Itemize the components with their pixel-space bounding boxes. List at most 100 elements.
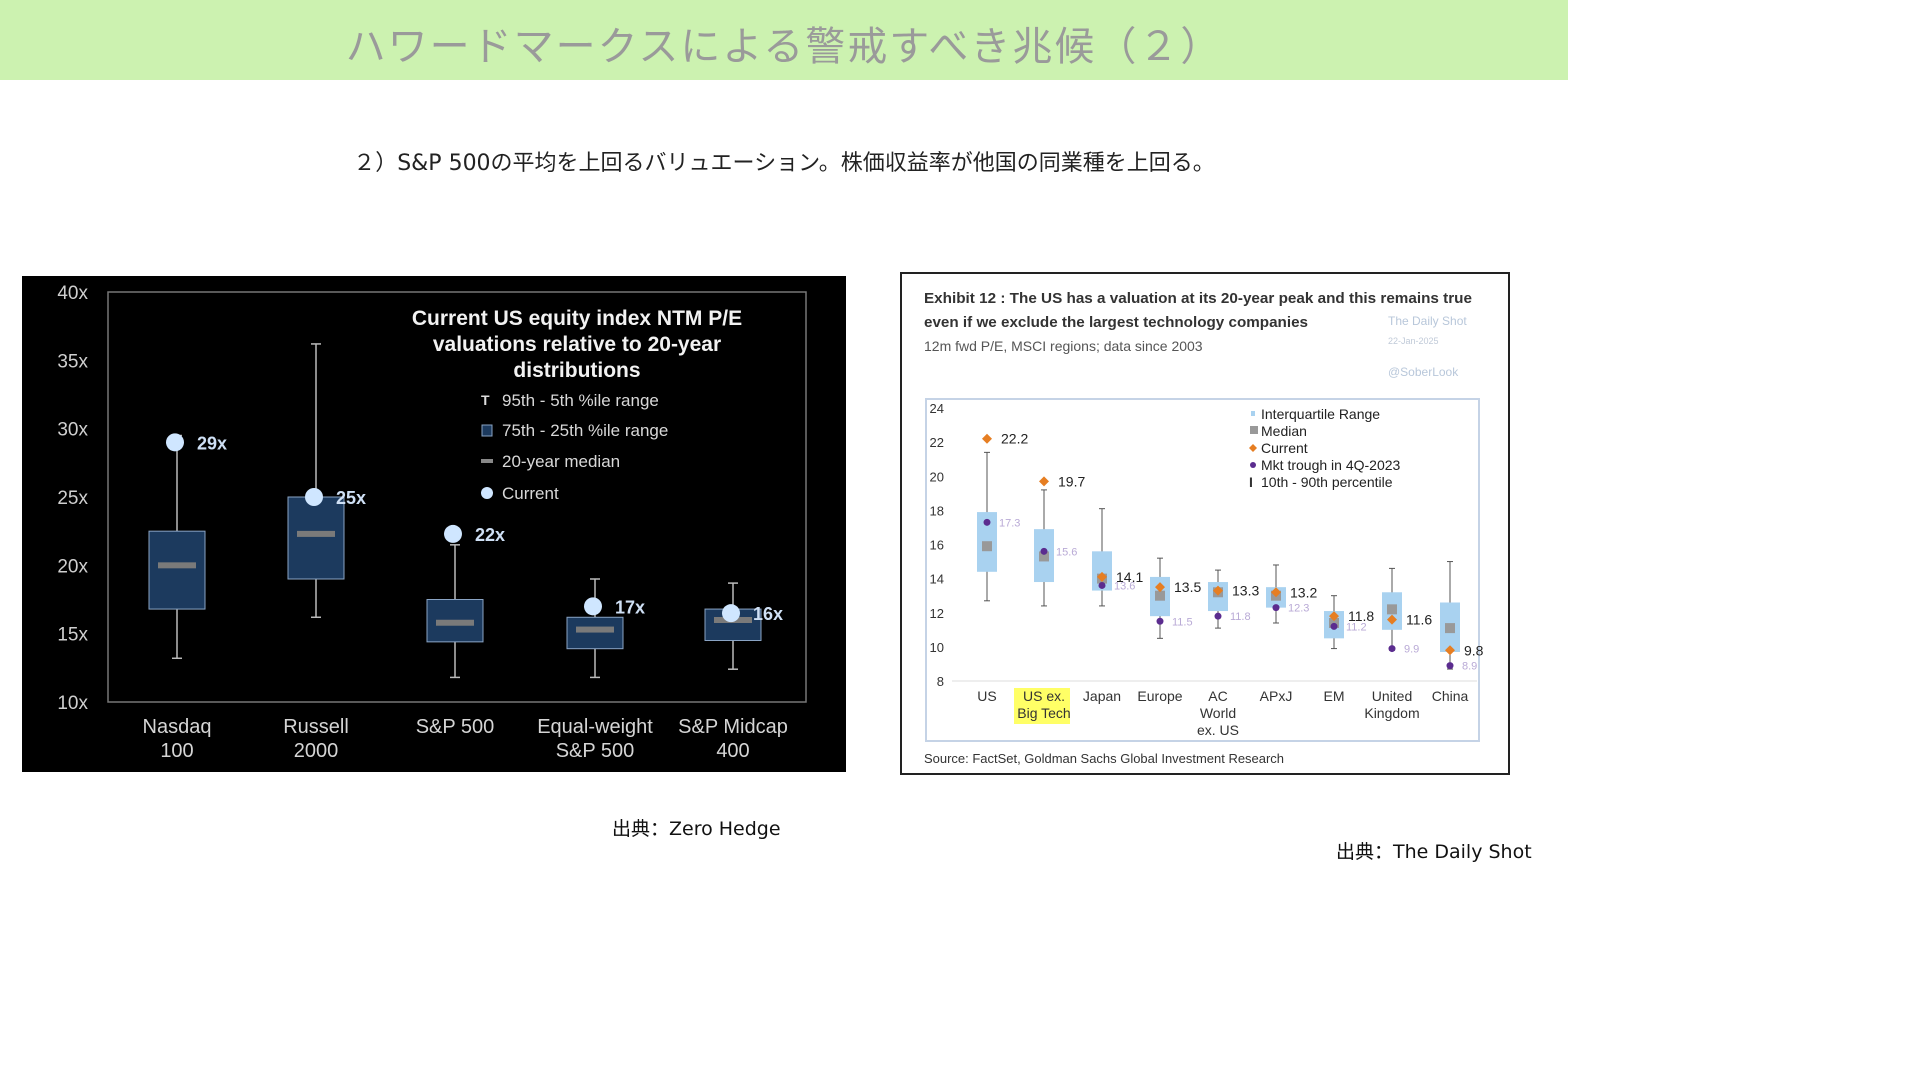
legend-whisker-symbol: T: [481, 392, 490, 408]
source-left: 出典：Zero Hedge: [612, 818, 781, 840]
y-tick-label: 24: [930, 401, 944, 416]
legend-label: Mkt trough in 4Q-2023: [1261, 457, 1401, 473]
y-tick-label: 16: [930, 538, 944, 553]
trough-marker: [983, 518, 991, 526]
legend-median-symbol: [481, 459, 493, 463]
median-mark: [982, 541, 992, 552]
trough-marker: [1272, 604, 1280, 612]
current-marker: [1445, 645, 1455, 656]
trough-label: 11.5: [1172, 616, 1193, 628]
y-tick-label: 18: [930, 503, 944, 518]
slide-subtitle: ２）S&P 500の平均を上回るバリュエーション。株価収益率が他国の同業種を上回…: [353, 151, 1215, 176]
category-label: 100: [160, 740, 193, 762]
legend-label: 10th - 90th percentile: [1261, 474, 1393, 490]
legend-box-symbol: [481, 424, 493, 437]
chart-msci-regions-pe: Exhibit 12 : The US has a valuation at i…: [900, 272, 1510, 775]
y-tick-label: 40x: [57, 283, 88, 304]
category-highlight: [1014, 688, 1070, 724]
current-marker: [982, 433, 992, 444]
trough-label: 11.8: [1230, 611, 1251, 623]
category-label: World: [1200, 705, 1236, 721]
chart-title-line: distributions: [513, 359, 640, 382]
current-label: 22x: [475, 525, 505, 545]
chart-title-line: Exhibit 12 : The US has a valuation at i…: [924, 290, 1472, 307]
category-label: S&P 500: [556, 740, 635, 762]
plot-frame: [107, 291, 807, 703]
y-tick-label: 12: [930, 606, 944, 621]
current-label: 29x: [197, 433, 227, 453]
category-label: APxJ: [1260, 688, 1293, 704]
watermark-handle: @SoberLook: [1388, 365, 1459, 379]
legend-whisker-symbol: I: [1249, 474, 1253, 490]
category-label: Kingdom: [1364, 705, 1419, 721]
category-label: Russell: [283, 716, 349, 738]
trough-label: 15.6: [1056, 546, 1077, 558]
trough-marker: [1330, 622, 1338, 630]
current-label: 17x: [615, 597, 645, 617]
trough-marker: [1156, 617, 1164, 625]
category-label: Europe: [1137, 688, 1182, 704]
category-label: Equal-weight: [537, 716, 653, 738]
y-tick-label: 20x: [57, 556, 88, 577]
iqr-box: [566, 616, 624, 650]
trough-label: 9.9: [1404, 644, 1419, 656]
y-tick-label: 10x: [57, 693, 88, 714]
title-bar: [0, 0, 1568, 80]
legend-trough-symbol: [1250, 462, 1256, 468]
current-marker: [1097, 571, 1107, 582]
category-label: S&P Midcap: [678, 716, 788, 738]
watermark-date: 22-Jan-2025: [1388, 336, 1439, 346]
current-dot: [166, 433, 184, 452]
legend-label: Interquartile Range: [1261, 406, 1380, 422]
current-label: 13.3: [1232, 583, 1259, 599]
current-label: 9.8: [1464, 642, 1484, 658]
legend-iqr-symbol: [1251, 411, 1255, 416]
y-tick-label: 15x: [57, 625, 88, 646]
chart-us-index-pe: 10x 15x 20x 25x 30x 35x 40x 29x Nasdaq 100 25x Russ…: [22, 276, 846, 772]
current-label: 13.5: [1174, 579, 1201, 595]
trough-label: 17.3: [999, 517, 1020, 529]
median-mark: [1039, 551, 1049, 562]
chart-title-line: valuations relative to 20-year: [433, 333, 721, 356]
current-dot: [584, 597, 602, 616]
trough-marker: [1098, 581, 1106, 589]
category-label: Big Tech: [1017, 705, 1070, 721]
legend-label: 95th - 5th %ile range: [502, 391, 659, 410]
current-marker: [1329, 611, 1339, 622]
iqr-box: [287, 496, 345, 580]
current-label: 19.7: [1058, 473, 1085, 489]
chart-title-line: Current US equity index NTM P/E: [412, 307, 742, 330]
y-tick-label: 22: [930, 435, 944, 450]
median-mark: [1387, 604, 1397, 615]
legend-label: Median: [1261, 423, 1307, 439]
y-tick-label: 30x: [57, 420, 88, 441]
trough-label: 8.9: [1462, 661, 1477, 673]
trough-marker: [1388, 645, 1396, 653]
median-mark: [297, 530, 335, 537]
plot-frame: [925, 398, 1480, 742]
y-tick-label: 35x: [57, 351, 88, 372]
current-label: 14.1: [1116, 569, 1143, 585]
source-right: 出典：The Daily Shot: [1336, 841, 1532, 863]
current-label: 16x: [753, 604, 783, 624]
legend-label: Current: [502, 484, 559, 503]
category-label: EM: [1324, 688, 1345, 704]
legend-median-symbol: [1250, 426, 1258, 434]
current-label: 11.6: [1406, 612, 1432, 628]
legend-current-symbol: [1249, 444, 1257, 452]
trough-marker: [1040, 547, 1048, 555]
iqr-box: [148, 530, 206, 610]
legend-label: Current: [1261, 440, 1308, 456]
current-marker: [1387, 614, 1397, 625]
current-label: 22.2: [1001, 431, 1028, 447]
watermark-name: The Daily Shot: [1388, 314, 1467, 328]
chart-source: Source: FactSet, Goldman Sachs Global In…: [924, 751, 1284, 766]
trough-label: 13.6: [1114, 580, 1135, 592]
current-dot: [305, 488, 323, 506]
current-marker: [1039, 476, 1049, 487]
category-label: China: [1432, 688, 1469, 704]
y-tick-label: 8: [937, 674, 944, 689]
category-label: AC: [1208, 688, 1227, 704]
current-dot: [444, 524, 462, 543]
